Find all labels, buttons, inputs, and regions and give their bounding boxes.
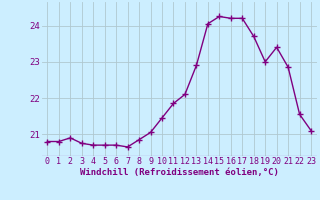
X-axis label: Windchill (Refroidissement éolien,°C): Windchill (Refroidissement éolien,°C) <box>80 168 279 177</box>
